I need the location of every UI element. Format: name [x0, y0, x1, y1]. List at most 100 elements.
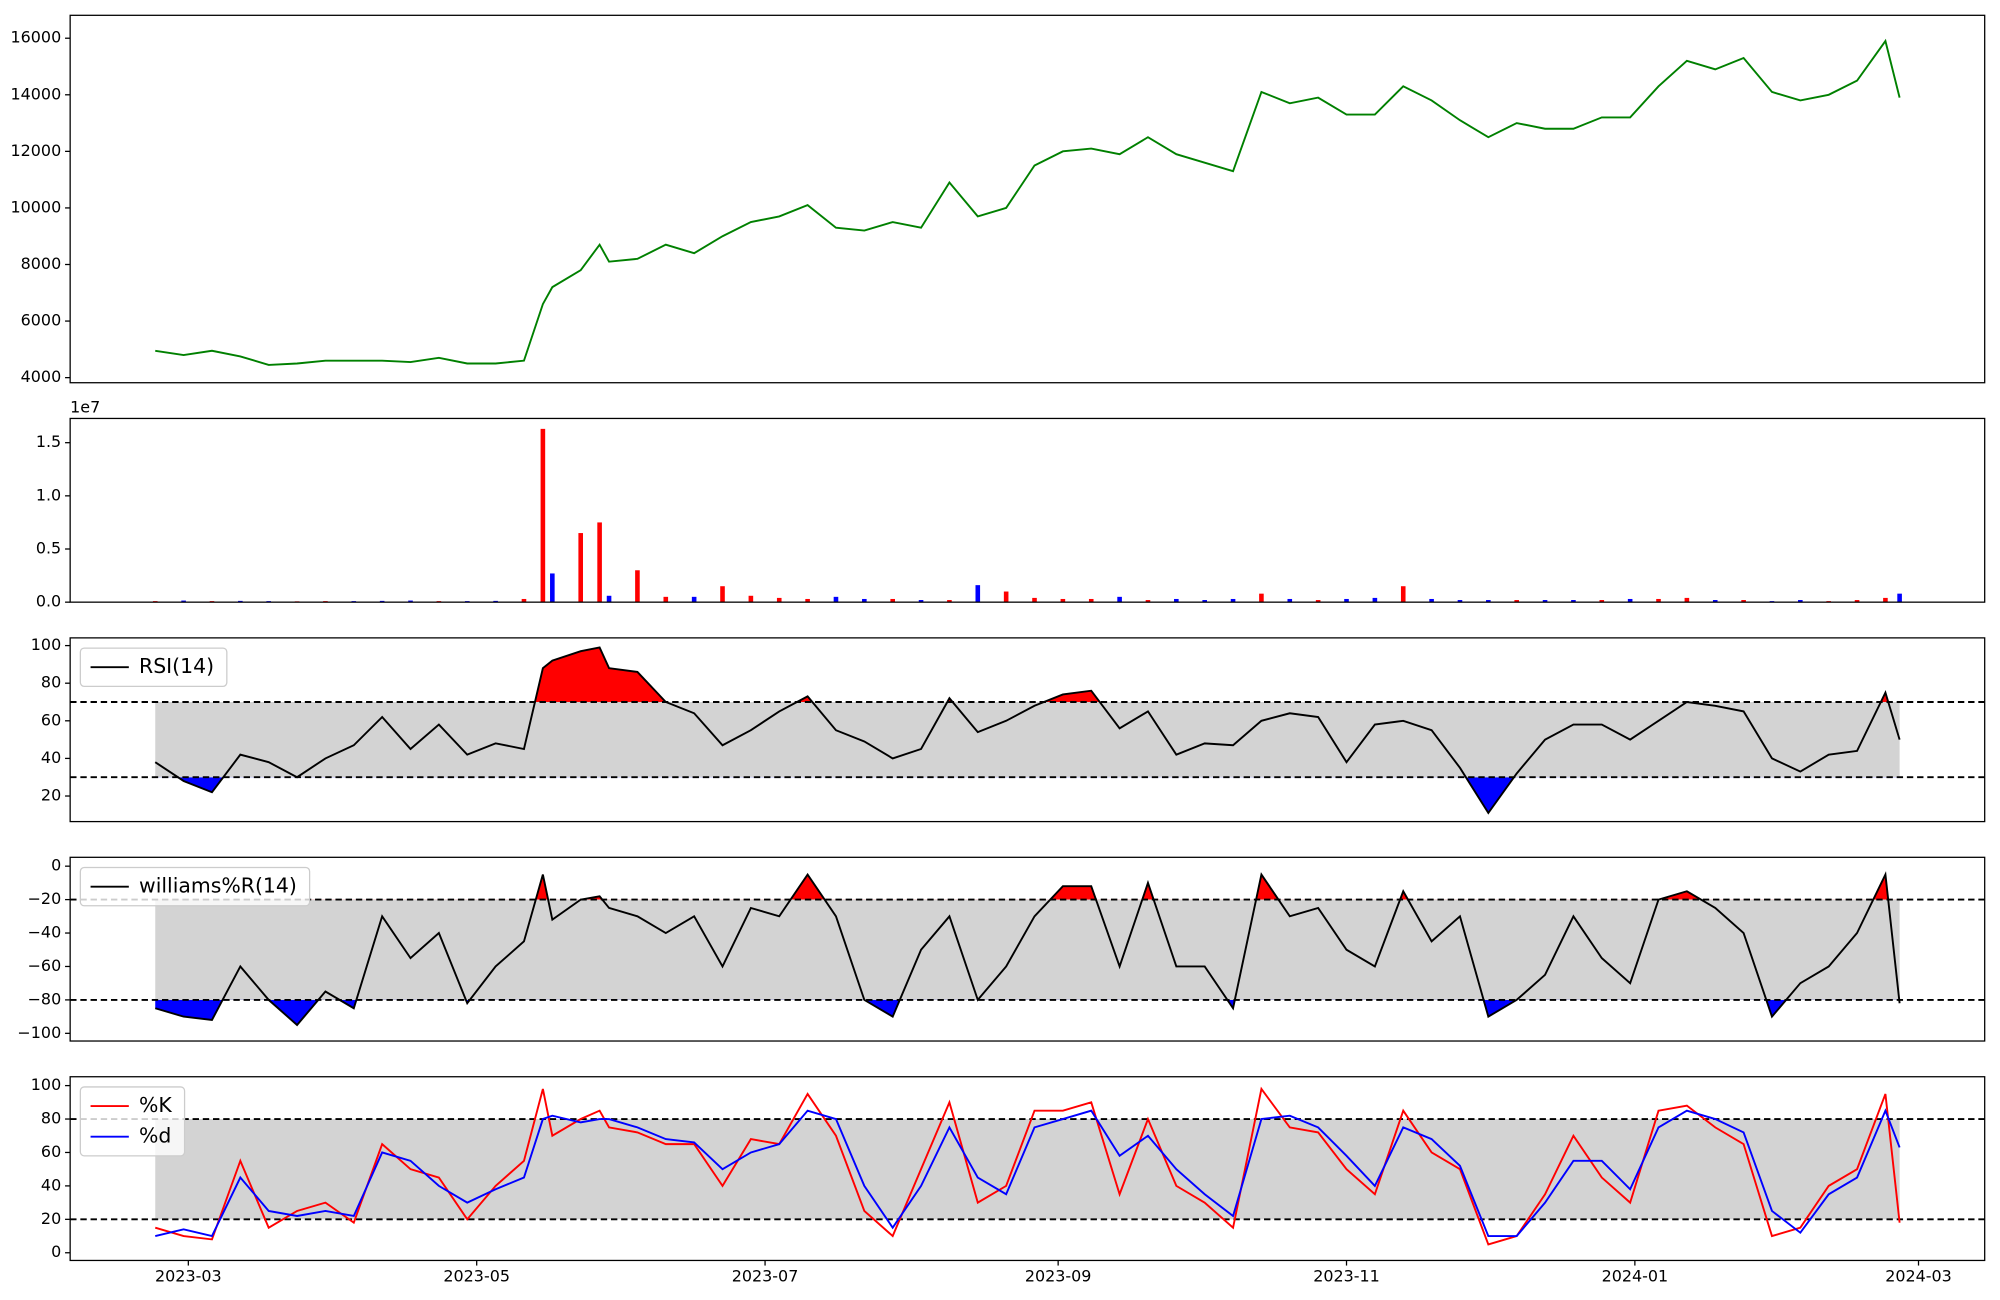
- y-tick-label: 12000: [11, 141, 62, 160]
- volume-bar: [1315, 600, 1321, 603]
- volume-bar: [1883, 597, 1888, 603]
- volume-bar: [578, 533, 583, 603]
- panel: 20 40 60 80 100 RSI(14): [31, 635, 1986, 823]
- axes-frame: [69, 417, 1986, 603]
- legend: williams%R(14): [79, 866, 311, 907]
- volume-bar: [1741, 600, 1746, 603]
- volume-bar: [1854, 600, 1860, 603]
- y-tick-label: 100: [31, 635, 61, 654]
- volume-bar: [1542, 600, 1548, 603]
- volume-bar: [947, 600, 952, 603]
- x-tick-label: 2023-03: [155, 1267, 222, 1286]
- series-line: [154, 871, 1901, 1027]
- volume-bar: [720, 586, 725, 603]
- axes-frame: [69, 856, 1986, 1042]
- y-tick-label: 60: [41, 1142, 61, 1161]
- volume-bar: [975, 585, 981, 603]
- volume-bar: [1712, 600, 1718, 603]
- y-tick-label: 20: [41, 1209, 61, 1228]
- volume-bar: [1684, 597, 1690, 603]
- volume-bar: [521, 598, 527, 603]
- legend-box: [79, 1086, 186, 1157]
- legend-box: [79, 866, 311, 907]
- neutral-band: [155, 899, 1900, 1000]
- y-tick-label: 60: [41, 710, 61, 729]
- y-tick-label: 0: [51, 1242, 61, 1261]
- y-tick-label: 80: [41, 673, 61, 692]
- panel: −100 −80 −60 −40 −20 0 williams%R(14): [17, 856, 1986, 1042]
- axes-frame: [69, 637, 1986, 823]
- legend: RSI(14): [79, 647, 228, 687]
- x-tick-label: 2024-01: [1602, 1267, 1669, 1286]
- y-tick-label: −20: [28, 889, 62, 908]
- axes-frame: [69, 14, 1986, 384]
- volume-bar: [1798, 600, 1803, 603]
- overbought-fill: [535, 874, 1889, 900]
- volume-bar: [1372, 597, 1378, 603]
- volume-bar: [776, 597, 782, 603]
- volume-bar: [1514, 600, 1519, 603]
- volume-bar: [181, 600, 186, 603]
- legend-label: %K: [139, 1093, 172, 1117]
- legend-label: %d: [139, 1124, 171, 1148]
- y-tick-label: 0.0: [36, 592, 61, 611]
- series-line: [154, 646, 1901, 815]
- volume-bar: [663, 596, 669, 603]
- y-tick-label: 100: [31, 1075, 61, 1094]
- y-tick-label: −60: [28, 956, 62, 975]
- volume-bar: [691, 596, 697, 603]
- y-tick-label: 1.0: [36, 485, 61, 504]
- volume-bar: [1287, 598, 1293, 603]
- x-tick-label: 2023-07: [732, 1267, 799, 1286]
- y-tick-label: −40: [28, 923, 62, 942]
- y-tick-label: 4000: [21, 367, 62, 386]
- legend-label: RSI(14): [139, 654, 214, 678]
- axes-frame: [69, 1076, 1986, 1262]
- y-tick-label: 16000: [11, 28, 62, 47]
- volume-bar: [1486, 600, 1491, 603]
- legend: %K %d: [79, 1086, 186, 1157]
- y-tick-label: 80: [41, 1109, 61, 1128]
- volume-bar: [1003, 591, 1009, 603]
- volume-bar: [1117, 596, 1122, 603]
- volume-bar: [550, 573, 555, 603]
- y-tick-label: 40: [41, 748, 61, 767]
- x-tick-label: 2023-05: [443, 1267, 510, 1286]
- x-tick-label: 2024-03: [1885, 1267, 1952, 1286]
- volume-bar: [540, 428, 546, 603]
- volume-bar: [1174, 598, 1179, 603]
- y-tick-label: 0: [51, 856, 61, 875]
- volume-bar: [597, 522, 602, 603]
- x-tick-label: 2023-11: [1313, 1267, 1380, 1286]
- volume-bar: [1400, 586, 1406, 603]
- y-tick-label: 6000: [21, 311, 62, 330]
- series-line: [155, 38, 1901, 366]
- neutral-band: [155, 1119, 1900, 1220]
- volume-bar: [1457, 600, 1463, 603]
- x-tick-label: 2023-09: [1025, 1267, 1092, 1286]
- y-tick-label: 0.5: [36, 539, 61, 558]
- legend-box: [79, 647, 228, 687]
- panel: 4000 6000 8000 10000 12000 14000 16000: [11, 14, 1986, 386]
- volume-bar: [1599, 600, 1605, 603]
- volume-bar: [1344, 598, 1349, 603]
- volume-bar: [1627, 598, 1633, 603]
- y-tick-label: 20: [41, 786, 61, 805]
- volume-bar: [805, 598, 810, 603]
- volume-bar: [1060, 598, 1066, 603]
- panel: 0.0 0.5 1.0 1.5 1e7: [36, 398, 1986, 611]
- y-tick-label: 8000: [21, 254, 62, 273]
- volume-bar: [748, 595, 754, 603]
- y-tick-label: 10000: [11, 197, 62, 216]
- volume-bar: [1429, 598, 1434, 603]
- series-line: [155, 1108, 1901, 1238]
- neutral-band: [155, 702, 1900, 778]
- volume-bar: [833, 596, 839, 603]
- volume-bar: [1230, 598, 1236, 603]
- volume-bar: [1571, 600, 1576, 603]
- volume-bar: [1897, 593, 1902, 603]
- y-tick-label: −80: [28, 989, 62, 1008]
- volume-bar: [890, 598, 895, 603]
- volume-bar: [862, 598, 867, 603]
